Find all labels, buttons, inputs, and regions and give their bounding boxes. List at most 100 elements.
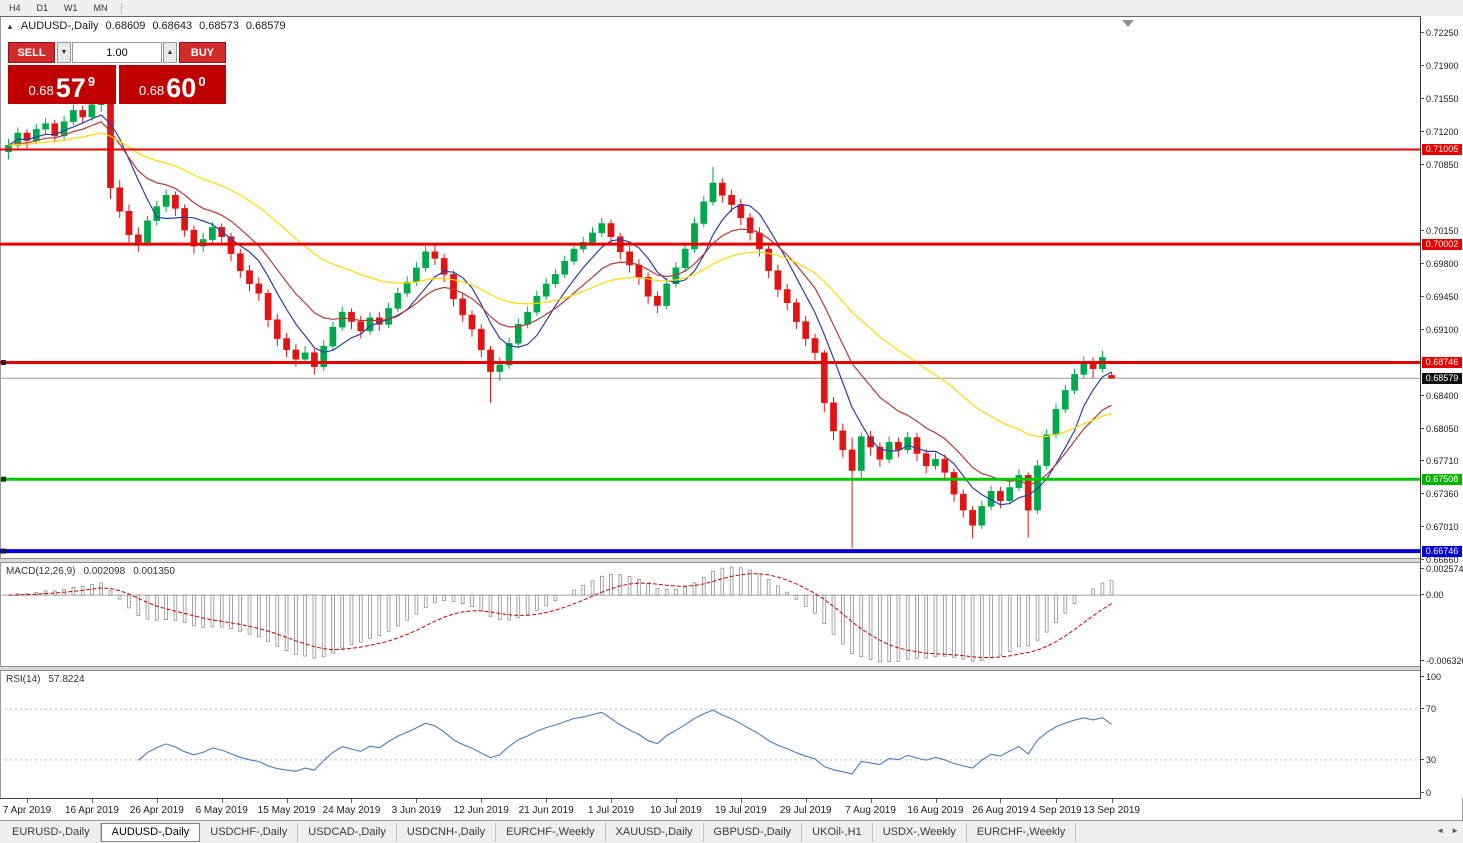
chart-tab-audusd-daily[interactable]: AUDUSD-,Daily [100, 822, 201, 842]
chart-tab-eurchf-weekly[interactable]: EURCHF-,Weekly [967, 822, 1077, 842]
sell-button[interactable]: SELL [8, 42, 55, 63]
rsi-indicator-panel[interactable] [0, 671, 1421, 798]
price-axis-label: 0.68400 [1421, 391, 1463, 401]
rsi-label: RSI(14) 57.8224 [6, 674, 85, 685]
price-axis-label: 0.67010 [1421, 522, 1463, 532]
chart-tab-gbpusd-daily[interactable]: GBPUSD-,Daily [704, 822, 803, 842]
tab-scroll-right-icon[interactable]: ► [1451, 826, 1459, 835]
date-label: 26 Aug 2019 [972, 805, 1029, 816]
line-handle [1, 548, 6, 554]
volume-control: ▼ ▲ [57, 42, 177, 63]
volume-input[interactable] [72, 42, 162, 63]
price-badge: 0.67508 [1422, 473, 1462, 485]
date-label: 7 Aug 2019 [845, 805, 896, 816]
tab-scroll-controls: ◄ ► [1436, 826, 1459, 835]
line-handle [1, 360, 6, 365]
sell-price-pip-digit: 9 [87, 74, 96, 89]
chart-tab-eurchf-weekly[interactable]: EURCHF-,Weekly [496, 822, 606, 842]
rsi-value: 57.8224 [48, 674, 85, 685]
price-axis-label: 0.69800 [1421, 259, 1463, 269]
date-label: 29 Jul 2019 [779, 805, 832, 816]
date-label: 4 Sep 2019 [1030, 805, 1082, 816]
date-label: 24 May 2019 [322, 805, 381, 816]
price-axis-label: 0.67360 [1421, 489, 1463, 499]
chart-tab-usdchf-daily[interactable]: USDCHF-,Daily [200, 822, 299, 842]
timeframe-w1-button[interactable]: W1 [57, 1, 85, 15]
volume-decrease-icon[interactable]: ▼ [57, 42, 71, 63]
date-tick [546, 799, 548, 803]
time-axis[interactable]: 7 Apr 2019 16 Apr 2019 26 Apr 2019 6 May 20… [0, 798, 1421, 821]
rsi-axis-0: 0 [1421, 788, 1463, 798]
date-tick [675, 799, 677, 803]
chart-tab-usdcad-daily[interactable]: USDCAD-,Daily [298, 822, 397, 842]
macd-indicator-panel[interactable] [0, 563, 1421, 666]
chart-shift-marker-icon [1122, 20, 1134, 27]
timeframe-h4-button[interactable]: H4 [2, 1, 28, 15]
price-axis[interactable]: 0.002574 0.00 -0.006326 100 70 30 0 0.72… [1421, 16, 1463, 798]
macd-name: MACD(12,26,9) [6, 566, 76, 577]
price-badge: 0.66746 [1422, 545, 1462, 557]
symbol-title: AUDUSD-,Daily [20, 20, 99, 32]
date-tick [611, 799, 613, 803]
timeframe-mn-button[interactable]: MN [87, 1, 115, 15]
price-axis-label: 0.71200 [1421, 127, 1463, 137]
buy-price-display[interactable]: 0.68 60 0 [118, 65, 226, 104]
date-tick [481, 799, 483, 803]
date-tick [1000, 799, 1002, 803]
date-tick [221, 799, 223, 803]
buy-button[interactable]: BUY [179, 42, 226, 63]
date-label: 15 May 2019 [257, 805, 316, 816]
volume-increase-icon[interactable]: ▲ [163, 42, 177, 63]
collapse-trade-panel-icon[interactable]: ▲ [6, 21, 14, 31]
price-axis-label: 0.68050 [1421, 424, 1463, 434]
chart-tab-ukoil-h1[interactable]: UKOil-,H1 [802, 822, 873, 842]
sell-price-display[interactable]: 0.68 57 9 [8, 65, 116, 104]
toolbar-separator [120, 2, 122, 14]
line-handle [1, 476, 6, 482]
price-badge: 0.71005 [1422, 143, 1462, 155]
price-badge: 0.68579 [1422, 372, 1462, 384]
chart-tab-usdcnh-daily[interactable]: USDCNH-,Daily [397, 822, 497, 842]
buy-price-pip-digit: 0 [198, 74, 206, 89]
date-label: 7 Apr 2019 [2, 805, 52, 816]
price-badge: 0.70002 [1422, 238, 1462, 250]
rsi-line [137, 709, 1112, 775]
candles [5, 95, 1115, 548]
panel-splitter-macd[interactable] [0, 558, 1463, 563]
price-axis-label: 0.69100 [1421, 325, 1463, 335]
chart-tab-xauusd-daily[interactable]: XAUUSD-,Daily [606, 822, 704, 842]
timeframe-toolbar: H4 D1 W1 MN [0, 0, 1463, 17]
date-label: 12 Jun 2019 [453, 805, 509, 816]
date-tick [805, 799, 807, 803]
macd-label: MACD(12,26,9) 0.002098 0.001350 [6, 566, 175, 577]
price-axis-label: 0.71900 [1421, 61, 1463, 71]
sell-price-prefix: 0.68 [28, 83, 54, 98]
date-tick [935, 799, 937, 803]
panel-splitter-rsi[interactable] [0, 666, 1463, 671]
chart-tab-eurusd-daily[interactable]: EURUSD-,Daily [2, 822, 101, 842]
date-tick [286, 799, 288, 803]
buy-price-prefix: 0.68 [138, 83, 165, 98]
rsi-axis-30: 30 [1421, 755, 1463, 765]
date-tick [416, 799, 418, 803]
rsi-name: RSI(14) [6, 674, 41, 685]
price-axis-label: 0.66660 [1421, 555, 1463, 565]
one-click-trading-panel: SELL ▼ ▲ BUY 0.68 57 9 0.68 60 0 [8, 42, 226, 104]
date-tick [91, 799, 93, 803]
ohlc-low: 0.68573 [199, 20, 239, 32]
price-axis-label: 0.69450 [1421, 292, 1463, 302]
candlestick-chart[interactable] [0, 17, 1421, 559]
chart-tab-usdx-weekly[interactable]: USDX-,Weekly [873, 822, 967, 842]
date-label: 16 Aug 2019 [907, 805, 964, 816]
macd-axis-min: -0.006326 [1421, 656, 1463, 666]
date-tick [351, 799, 353, 803]
timeframe-d1-button[interactable]: D1 [30, 1, 56, 15]
ohlc-open: 0.68609 [105, 20, 146, 32]
macd-axis-zero: 0.00 [1421, 590, 1463, 600]
symbol-ohlc-header: ▲ AUDUSD-,Daily 0.68609 0.68643 0.68573 … [6, 20, 286, 32]
macd-axis-max: 0.002574 [1421, 564, 1463, 574]
moving-average-6 [8, 114, 1112, 506]
tab-scroll-left-icon[interactable]: ◄ [1436, 826, 1445, 835]
price-badge: 0.68746 [1422, 356, 1462, 368]
